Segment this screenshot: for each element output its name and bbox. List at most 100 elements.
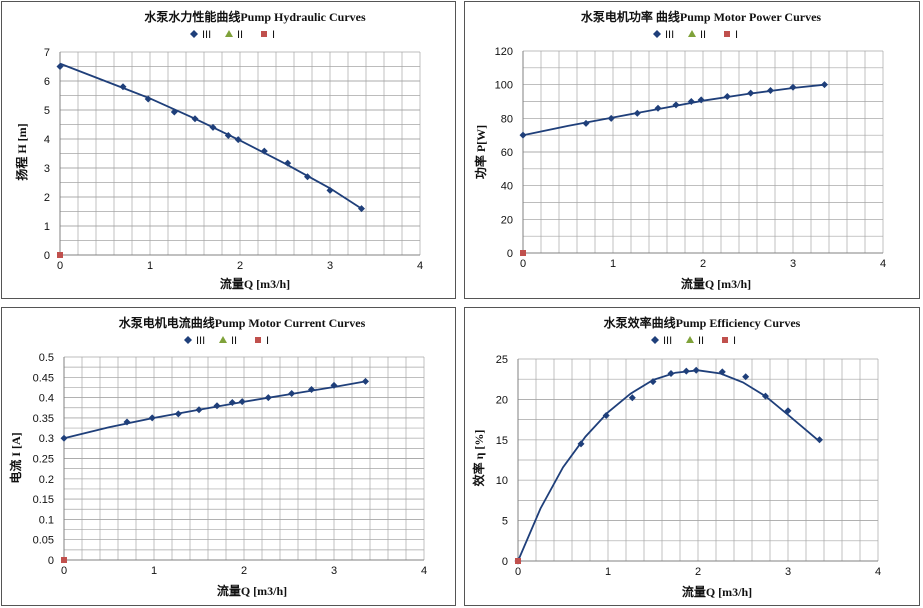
data-point-iii	[213, 402, 221, 410]
legend-label: I	[272, 29, 275, 41]
y-tick-label: 40	[501, 181, 513, 193]
data-point-iii	[195, 406, 203, 414]
grid-lines	[59, 51, 421, 256]
data-point-iii	[577, 440, 585, 448]
legend-label: I	[735, 29, 738, 41]
x-tick-label: 3	[790, 258, 796, 270]
legend-label: II	[698, 335, 704, 347]
y-tick-label: 4	[44, 134, 50, 146]
y-axis-label: 电流 I [A]	[8, 432, 23, 483]
data-point-iii	[687, 98, 695, 105]
legend-label: III	[665, 29, 674, 41]
grid-lines	[517, 358, 879, 562]
legend-marker-iii	[651, 336, 659, 344]
data-point-iii	[362, 377, 369, 385]
x-tick-label: 0	[57, 260, 63, 272]
chart-svg-hydraulic: 0 1 2 3 4 0 1 2 3 4 5 6 7 水泵水力性能曲线Pump Hydraulic Curv…	[14, 9, 423, 291]
data-point-iii	[288, 390, 296, 398]
data-point-iii	[330, 381, 338, 389]
x-axis-label: 流量Q [m3/h]	[217, 583, 287, 598]
x-tick-label: 2	[695, 566, 701, 578]
y-axis-label: 效率 η [%]	[471, 430, 486, 487]
y-tick-label: 20	[501, 214, 513, 226]
legend-marker-ii	[686, 336, 694, 343]
x-tick-label: 1	[610, 258, 616, 270]
legend-marker-iii	[190, 30, 198, 38]
x-tick-label: 0	[515, 566, 521, 578]
data-point-iii	[692, 366, 700, 374]
x-tick-label: 3	[331, 565, 337, 577]
data-point-iii	[762, 392, 769, 400]
data-point-iii	[304, 173, 311, 181]
y-tick-label: 0	[502, 556, 508, 568]
data-point-iii	[633, 109, 641, 117]
legend-label: I	[733, 335, 736, 347]
y-tick-label: 0.3	[39, 433, 54, 445]
data-point-iii	[789, 83, 797, 91]
data-point-iii	[123, 418, 131, 426]
legend-marker-i	[722, 337, 728, 343]
y-tick-label: 80	[501, 113, 513, 125]
legend-marker-iii	[653, 30, 661, 38]
data-point-iii	[308, 385, 315, 393]
data-point-i	[57, 252, 63, 258]
data-point-iii	[191, 115, 199, 123]
x-tick-label: 4	[421, 565, 427, 577]
data-point-iii	[628, 394, 636, 402]
y-tick-label: 20	[496, 394, 508, 406]
legend-marker-iii	[184, 336, 192, 344]
trend-line	[517, 369, 821, 562]
data-point-iii	[784, 407, 792, 415]
chart-svg-current: 0 1 2 3 4 0 0.05 0.1 0.15 0.2 0.25 0.3 0.35 0.4 0.45 0.…	[8, 315, 427, 598]
y-tick-label: 2	[44, 192, 50, 204]
data-point-iii	[602, 412, 610, 420]
legend-label: I	[266, 335, 269, 347]
data-point-iii	[582, 119, 590, 127]
y-tick-label: 6	[44, 76, 50, 88]
y-tick-label: 0.15	[33, 494, 54, 506]
x-tick-label: 0	[520, 258, 526, 270]
data-point-iii	[144, 95, 152, 103]
chart-title: 水泵电机电流曲线Pump Motor Current Curves	[119, 315, 366, 330]
data-point-iii	[148, 414, 156, 422]
legend-marker-i	[255, 337, 261, 343]
legend-marker-ii	[219, 336, 227, 343]
data-point-iii	[649, 378, 657, 386]
data-point-iii	[284, 159, 292, 167]
chart-panel-current: 0 1 2 3 4 0 0.05 0.1 0.15 0.2 0.25 0.3 0.35 0.4 0.45 0.…	[1, 307, 456, 606]
data-point-iii	[607, 114, 615, 122]
trend-line	[63, 380, 366, 440]
y-tick-label: 0.45	[33, 372, 54, 384]
legend-label: III	[663, 335, 672, 347]
y-tick-label: 3	[44, 163, 50, 175]
y-axis-label: 功率 P[W]	[473, 125, 488, 179]
x-axis-label: 流量Q [m3/h]	[682, 584, 752, 599]
y-tick-label: 0.05	[33, 535, 54, 547]
y-tick-label: 25	[496, 354, 508, 366]
legend-label: II	[231, 335, 237, 347]
x-tick-label: 1	[151, 565, 157, 577]
data-point-iii	[723, 92, 731, 100]
data-point-i	[520, 250, 526, 256]
x-tick-label: 1	[605, 566, 611, 578]
y-tick-label: 0	[507, 248, 513, 260]
data-point-iii	[326, 186, 334, 194]
data-point-iii	[209, 123, 217, 131]
data-point-i	[515, 558, 521, 564]
y-tick-label: 60	[501, 147, 513, 159]
data-point-iii	[821, 81, 828, 89]
chart-panel-hydraulic: 0 1 2 3 4 0 1 2 3 4 5 6 7 水泵水力性能曲线Pump Hydraulic Curv…	[1, 1, 456, 299]
data-point-iii	[667, 370, 675, 378]
legend-marker-ii	[225, 30, 233, 37]
y-tick-label: 10	[496, 475, 508, 487]
x-tick-label: 2	[237, 260, 243, 272]
chart-title: 水泵电机功率 曲线Pump Motor Power Curves	[581, 9, 822, 24]
y-tick-label: 0.35	[33, 413, 54, 425]
y-tick-label: 1	[44, 221, 50, 233]
x-axis-label: 流量Q [m3/h]	[220, 276, 290, 291]
grid-lines	[63, 356, 425, 561]
data-point-iii	[767, 87, 774, 95]
y-tick-label: 5	[44, 105, 50, 117]
chart-title: 水泵水力性能曲线Pump Hydraulic Curves	[144, 9, 366, 24]
chart-svg-efficiency: 0 1 2 3 4 0 5 10 15 20 25 水泵效率曲线Pump Efficiency Cur…	[471, 315, 881, 599]
